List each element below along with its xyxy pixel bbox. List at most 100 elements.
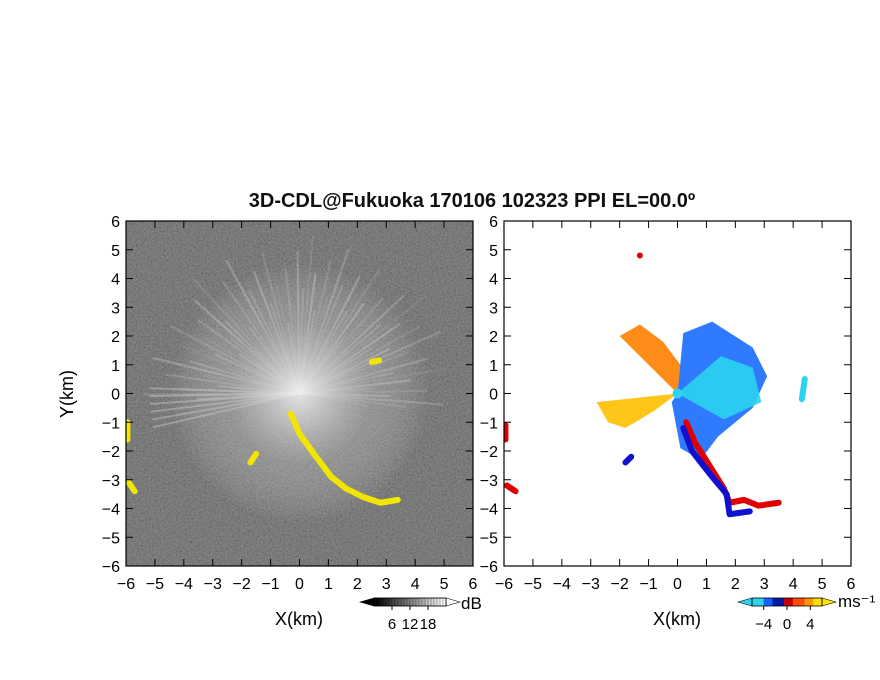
blue-spot-sw	[622, 453, 635, 466]
colorbar-cell	[433, 597, 438, 607]
y-tick-label: −3	[102, 473, 120, 490]
x-tick-label: 2	[353, 576, 362, 593]
reflectivity-x-axis-label: X(km)	[275, 609, 323, 629]
chart-title: 3D-CDL@Fukuoka 170106 102323 PPI EL=00.0…	[249, 190, 695, 212]
colorbar-cell	[772, 598, 776, 606]
x-tick-label: 4	[789, 576, 798, 593]
colorbar-tick-label: 18	[420, 616, 437, 633]
x-tick-label: 1	[324, 576, 333, 593]
y-tick-label: 0	[111, 387, 120, 404]
orange-sector-nw	[619, 324, 681, 394]
yellow-spot-ne	[368, 357, 383, 365]
blue-band-se	[680, 425, 753, 518]
colorbar-cell	[804, 598, 808, 606]
x-tick-label: −2	[611, 576, 629, 593]
colorbar-cell	[373, 597, 378, 607]
y-tick-label: 5	[111, 243, 120, 260]
colorbar-cell	[421, 597, 426, 607]
y-tick-label: 3	[489, 300, 498, 317]
colorbar-cell	[403, 597, 408, 607]
yellow-edge-w2	[126, 479, 138, 495]
colorbar-cell	[787, 598, 791, 606]
reflectivity-axes: −6 −5 −4 −3 −2 −1 0 1 2 3 4 5 6 6 5 4 3 2 1 0 −1 −2 −3 −4 −5 −6	[102, 214, 478, 593]
colorbar-cell	[418, 597, 423, 607]
x-tick-label: 4	[411, 576, 420, 593]
colorbar-cell	[766, 598, 770, 606]
y-tick-label: 0	[489, 387, 498, 404]
y-tick-label: 3	[111, 300, 120, 317]
yellow-band-se	[287, 410, 401, 506]
x-tick-label: −5	[146, 576, 164, 593]
x-tick-label: 1	[702, 576, 711, 593]
x-tick-label: −3	[204, 576, 222, 593]
reflectivity-y-axis-label: Y(km)	[57, 370, 77, 418]
colorbar-cell	[376, 597, 381, 607]
colorbar-cell	[412, 597, 417, 607]
radar-site-marker	[672, 388, 683, 399]
y-tick-label: −6	[102, 559, 120, 576]
colorbar-cell	[424, 597, 429, 607]
colorbar-cell	[801, 598, 805, 606]
yellow-spot-sw	[247, 450, 260, 466]
y-tick-label: 4	[489, 272, 498, 289]
colorbar-low-arrow	[358, 597, 375, 607]
colorbar-cell	[807, 598, 811, 606]
y-tick-label: −5	[102, 530, 120, 547]
x-tick-label: 0	[673, 576, 682, 593]
colorbar-cell	[427, 597, 432, 607]
y-tick-label: 2	[111, 329, 120, 346]
x-tick-label: −6	[117, 576, 135, 593]
colorbar-cell	[792, 598, 797, 606]
colorbar-cell	[819, 598, 823, 606]
velocity-colorbar: −4 0 4	[736, 597, 838, 633]
colorbar-low-arrow	[736, 597, 753, 607]
colorbar-cell	[382, 597, 387, 607]
y-tick-label: −2	[480, 444, 498, 461]
yellow-sector-w	[596, 393, 678, 428]
reflectivity-echoes	[126, 357, 401, 506]
cyan-sector-e	[677, 356, 762, 420]
x-tick-label: −2	[233, 576, 251, 593]
colorbar-cell	[436, 597, 441, 607]
colorbar-cell	[810, 598, 814, 606]
reflectivity-panel: −6 −5 −4 −3 −2 −1 0 1 2 3 4 5 6 6 5 4 3 2 1 0 −1 −2 −3 −4 −5 −6 X…	[57, 214, 478, 629]
y-tick-label: 6	[111, 214, 120, 231]
y-tick-label: −1	[102, 415, 120, 432]
y-tick-label: 2	[489, 329, 498, 346]
y-tick-label: 1	[489, 358, 498, 375]
colorbar-cell	[763, 598, 767, 606]
colorbar-cell	[400, 597, 405, 607]
y-tick-label: 5	[489, 243, 498, 260]
colorbar-cell	[752, 598, 756, 606]
colorbar-cell	[388, 597, 393, 607]
y-tick-label: −1	[480, 415, 498, 432]
colorbar-cell	[778, 598, 782, 606]
x-tick-label: −4	[175, 576, 193, 593]
colorbar-tick-label: 0	[783, 616, 791, 633]
velocity-panel: −6 −5 −4 −3 −2 −1 0 1 2 3 4 5 6 6 5 4 3 2 1 0 −1 −2 −3 −4 −5 −6 X…	[480, 214, 856, 629]
colorbar-tick-label: 4	[806, 616, 814, 633]
colorbar-cell	[798, 598, 802, 606]
colorbar-cell	[439, 597, 444, 607]
y-tick-label: −4	[102, 502, 120, 519]
colorbar-cell	[379, 597, 384, 607]
reflectivity-colorbar: 6 12 18	[358, 597, 462, 633]
colorbar-cell	[754, 598, 759, 606]
colorbar-cell	[813, 598, 817, 606]
colorbar-cell	[757, 598, 762, 606]
velocity-axes: −6 −5 −4 −3 −2 −1 0 1 2 3 4 5 6 6 5 4 3 2 1 0 −1 −2 −3 −4 −5 −6	[480, 214, 856, 593]
colorbar-high-arrow	[445, 597, 462, 607]
velocity-colorbar-unit: ms⁻¹	[838, 592, 876, 611]
x-tick-label: 5	[818, 576, 827, 593]
colorbar-cell	[430, 597, 435, 607]
x-tick-label: 3	[760, 576, 769, 593]
x-tick-label: −1	[261, 576, 279, 593]
x-tick-label: 3	[382, 576, 391, 593]
colorbar-cell	[406, 597, 411, 607]
colorbar-cell	[415, 597, 420, 607]
colorbar-cell	[397, 597, 402, 607]
reflectivity-colorbar-unit: dB	[461, 594, 482, 613]
y-tick-label: 1	[111, 358, 120, 375]
x-tick-label: 5	[440, 576, 449, 593]
